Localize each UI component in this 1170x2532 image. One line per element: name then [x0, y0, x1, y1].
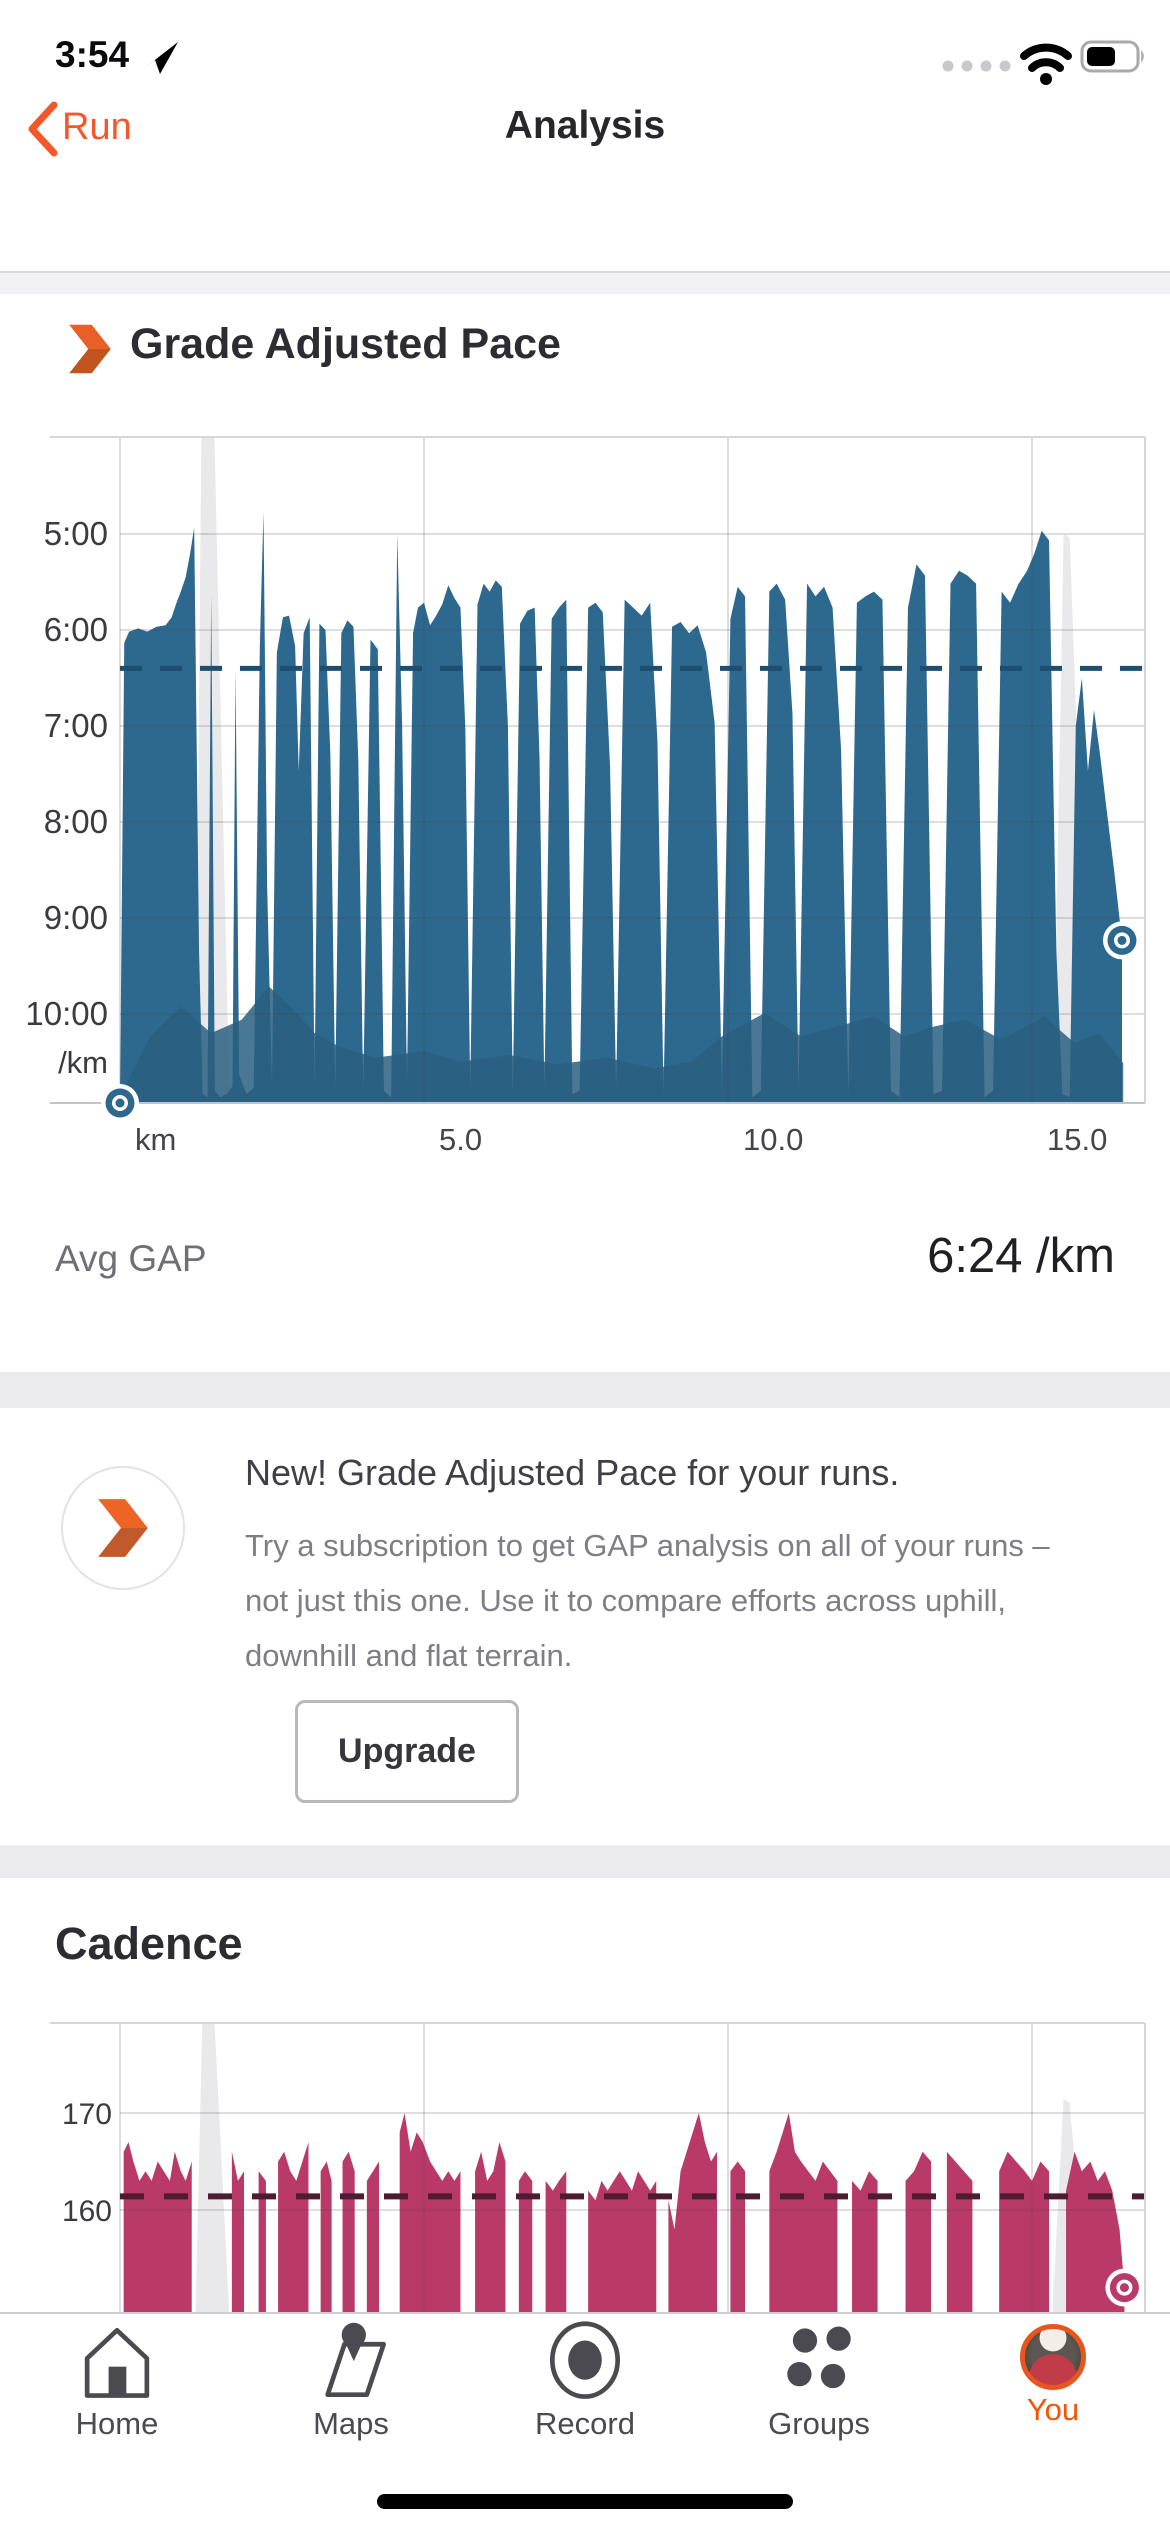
- upgrade-button[interactable]: Upgrade: [295, 1700, 519, 1803]
- gap-section-title: Grade Adjusted Pace: [130, 320, 561, 368]
- y-tick-label: 8:00: [44, 803, 108, 840]
- maps-icon: [256, 2320, 446, 2404]
- avg-gap-label: Avg GAP: [55, 1238, 207, 1279]
- promo-heading: New! Grade Adjusted Pace for your runs.: [245, 1452, 900, 1493]
- status-time: 3:54: [55, 34, 130, 75]
- x-tick-label: 10.0: [743, 1122, 803, 1157]
- avatar: [1020, 2324, 1086, 2390]
- record-icon: [490, 2320, 680, 2404]
- series-area: [588, 2171, 657, 2315]
- promo-body-line: Try a subscription to get GAP analysis o…: [245, 1528, 1050, 1563]
- series-area: [366, 2161, 380, 2315]
- y-tick-label: 6:00: [44, 611, 108, 648]
- y-axis-unit-label: /km: [58, 1045, 108, 1080]
- back-chevron-icon[interactable]: [24, 100, 64, 158]
- cellular-signal-icon: [942, 60, 1011, 72]
- gap-promo-badge: [61, 1466, 185, 1590]
- y-tick-label: 9:00: [44, 899, 108, 936]
- series-area: [946, 2151, 973, 2315]
- series-area: [1066, 2151, 1125, 2315]
- y-tick-label: 7:00: [44, 707, 108, 744]
- tab-label: You: [1026, 2392, 1080, 2427]
- elevation-overlay: [120, 986, 1124, 1102]
- tab-maps[interactable]: Maps: [256, 2320, 446, 2442]
- promo-body-line: not just this one. Use it to compare eff…: [245, 1583, 1007, 1618]
- home-icon: [22, 2320, 212, 2404]
- divider-band: [0, 1845, 1170, 1878]
- series-area: [769, 2113, 838, 2315]
- gap-pace-chart[interactable]: 5:00 6:00 7:00 8:00 9:00 10:00/km km 5.0 10.0 15.…: [0, 420, 1170, 1165]
- x-tick-label: km: [135, 1122, 176, 1157]
- tab-groups[interactable]: Groups: [724, 2320, 914, 2442]
- tab-home[interactable]: Home: [22, 2320, 212, 2442]
- wifi-icon: [1020, 43, 1072, 85]
- cadence-section-title: Cadence: [55, 1918, 243, 1969]
- groups-icon: [724, 2320, 914, 2404]
- avg-gap-value: 6:24 /km: [927, 1229, 1115, 1283]
- home-indicator[interactable]: [377, 2494, 793, 2509]
- range-handle[interactable]: [1102, 921, 1141, 960]
- range-handle[interactable]: [101, 1084, 139, 1122]
- cadence-chart[interactable]: 170 160: [0, 2005, 1170, 2316]
- series-area: [399, 2113, 461, 2315]
- promo-body-line: downhill and flat terrain.: [245, 1638, 573, 1673]
- tab-label: Home: [75, 2406, 159, 2441]
- location-arrow-icon: [142, 42, 178, 74]
- y-tick-label: 170: [62, 2098, 112, 2131]
- header-divider: [0, 271, 1170, 273]
- series-area: [231, 2151, 245, 2315]
- series-area: [905, 2151, 932, 2315]
- x-tick-label: 15.0: [1047, 1122, 1107, 1157]
- series-area: [320, 2161, 332, 2315]
- range-handle[interactable]: [1105, 2268, 1144, 2307]
- y-tick-label: 160: [62, 2195, 112, 2228]
- series-area: [258, 2171, 266, 2315]
- tab-you[interactable]: You: [958, 2320, 1148, 2428]
- series-area: [120, 511, 1122, 1103]
- series-area: [999, 2151, 1050, 2315]
- series-area: [545, 2171, 567, 2315]
- series-area: [852, 2171, 878, 2315]
- series-area: [475, 2142, 506, 2315]
- tab-label: Groups: [768, 2406, 870, 2441]
- strava-chevron-icon: [69, 324, 111, 374]
- back-button[interactable]: Run: [62, 106, 132, 148]
- divider-band: [0, 1372, 1170, 1408]
- series-area: [342, 2151, 355, 2315]
- excluded-segment: [195, 2023, 230, 2316]
- tab-record[interactable]: Record: [490, 2320, 680, 2442]
- battery-icon: [1080, 40, 1144, 73]
- status-icons: [942, 40, 1144, 85]
- page-title: Analysis: [504, 104, 666, 147]
- section-gap-band: [0, 273, 1170, 294]
- tab-label: Maps: [313, 2406, 389, 2441]
- series-area: [123, 2142, 192, 2315]
- series-area: [518, 2171, 533, 2315]
- y-tick-label: 10:00: [25, 995, 108, 1032]
- y-tick-label: 5:00: [44, 515, 108, 552]
- tab-label: Record: [535, 2406, 635, 2441]
- tab-bar: Home Maps Record: [0, 2312, 1170, 2532]
- series-area: [278, 2142, 309, 2315]
- strava-chevron-icon: [98, 1499, 148, 1557]
- series-area: [730, 2161, 746, 2315]
- x-tick-label: 5.0: [439, 1122, 482, 1157]
- series-area: [668, 2113, 718, 2315]
